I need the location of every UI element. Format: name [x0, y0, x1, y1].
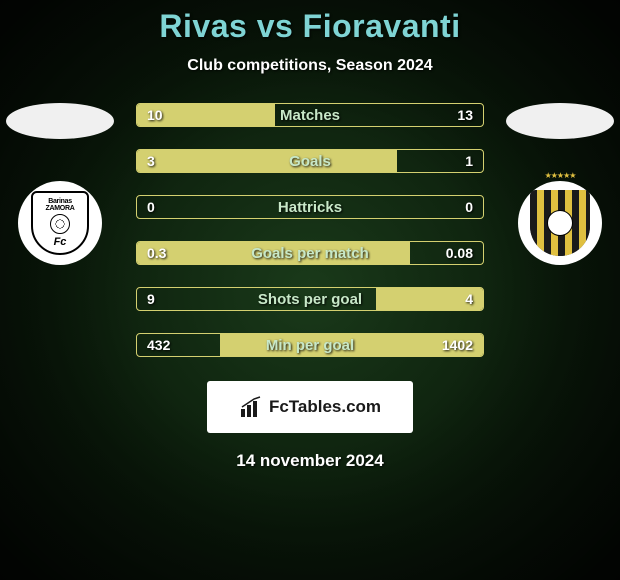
page-title: Rivas vs Fioravanti	[159, 8, 460, 45]
stats-column: 10Matches133Goals10Hattricks00.3Goals pe…	[136, 103, 484, 357]
left-club-shield-icon: Barinas ZAMORA Fc	[31, 191, 89, 255]
content-container: Rivas vs Fioravanti Club competitions, S…	[0, 0, 620, 580]
left-club-banner-top: Barinas	[48, 198, 72, 205]
right-club-logo: ★★★★★	[518, 181, 602, 265]
stat-label: Goals per match	[137, 245, 483, 262]
stat-value-right: 0.08	[446, 245, 473, 261]
stat-label: Min per goal	[137, 337, 483, 354]
main-row: Barinas ZAMORA Fc 10Matches133Goals10Hat…	[0, 103, 620, 357]
left-club-fc: Fc	[54, 236, 67, 248]
stat-label: Goals	[137, 153, 483, 170]
stat-value-right: 1402	[442, 337, 473, 353]
stat-value-right: 1	[465, 153, 473, 169]
right-player-column: ★★★★★	[506, 103, 614, 265]
stat-value-right: 0	[465, 199, 473, 215]
stat-value-right: 13	[457, 107, 473, 123]
stat-row: 0Hattricks0	[136, 195, 484, 219]
soccer-ball-icon	[547, 210, 573, 236]
branding-text: FcTables.com	[269, 397, 381, 417]
stat-label: Hattricks	[137, 199, 483, 216]
page-subtitle: Club competitions, Season 2024	[187, 57, 432, 75]
stat-row: 432Min per goal1402	[136, 333, 484, 357]
right-club-stars-icon: ★★★★★	[545, 171, 576, 180]
left-player-column: Barinas ZAMORA Fc	[6, 103, 114, 265]
stat-label: Shots per goal	[137, 291, 483, 308]
branding-badge[interactable]: FcTables.com	[207, 381, 413, 433]
stat-row: 10Matches13	[136, 103, 484, 127]
left-club-banner-mid: ZAMORA	[46, 205, 75, 212]
fctables-logo-icon	[239, 395, 263, 419]
stat-label: Matches	[137, 107, 483, 124]
right-club-shield-icon	[530, 190, 590, 256]
left-country-flag-icon	[6, 103, 114, 139]
stat-row: 9Shots per goal4	[136, 287, 484, 311]
stat-value-right: 4	[465, 291, 473, 307]
left-club-logo: Barinas ZAMORA Fc	[18, 181, 102, 265]
soccer-ball-icon	[50, 214, 70, 234]
stat-row: 0.3Goals per match0.08	[136, 241, 484, 265]
date-text: 14 november 2024	[236, 451, 383, 471]
stat-row: 3Goals1	[136, 149, 484, 173]
right-country-flag-icon	[506, 103, 614, 139]
